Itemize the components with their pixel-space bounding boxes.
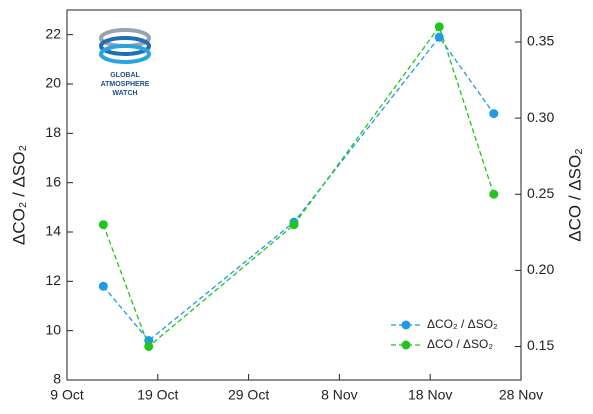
point — [289, 220, 299, 230]
y2-tick-label: 0.25 — [527, 185, 554, 201]
y-tick-label: 14 — [45, 223, 61, 239]
y-tick-label: 10 — [45, 321, 61, 337]
x-tick-label: 9 Oct — [50, 387, 84, 403]
y-axis-label: ΔCO₂ / ΔSO₂ — [9, 145, 28, 245]
x-tick-label: 8 Nov — [321, 387, 358, 403]
legend-label: ΔCO / ΔSO₂ — [427, 337, 493, 351]
logo-text: GLOBAL — [110, 72, 140, 79]
point — [98, 220, 108, 230]
x-tick-label: 29 Oct — [228, 387, 269, 403]
x-tick-label: 19 Oct — [137, 387, 178, 403]
y-tick-label: 22 — [45, 25, 61, 41]
y2-tick-label: 0.20 — [527, 261, 554, 277]
point — [489, 189, 499, 199]
y-tick-label: 18 — [45, 124, 61, 140]
series-line — [102, 36, 495, 342]
y2-tick-label: 0.30 — [527, 109, 554, 125]
y2-axis-label: ΔCO / ΔSO₂ — [565, 148, 584, 242]
y-tick-label: 8 — [53, 371, 61, 387]
legend-marker — [401, 340, 411, 350]
point — [434, 22, 444, 32]
point — [144, 342, 154, 352]
series-line — [102, 25, 495, 348]
plot-frame — [66, 9, 522, 381]
logo-text: ATMOSPHERE — [101, 81, 150, 88]
x-tick-label: 28 Nov — [499, 387, 543, 403]
y-tick-label: 12 — [45, 272, 61, 288]
y-tick-label: 16 — [45, 173, 61, 189]
y2-tick-label: 0.35 — [527, 33, 554, 49]
point — [434, 32, 444, 42]
y2-tick-label: 0.15 — [527, 337, 554, 353]
logo: GLOBAL ATMOSPHERE WATCH — [99, 28, 151, 97]
x-tick-label: 18 Nov — [408, 387, 452, 403]
y-tick-label: 20 — [45, 75, 61, 91]
point — [489, 109, 499, 119]
logo-text: WATCH — [112, 90, 137, 97]
point — [98, 281, 108, 291]
legend-marker — [401, 320, 411, 330]
legend-label: ΔCO₂ / ΔSO₂ — [427, 317, 498, 331]
